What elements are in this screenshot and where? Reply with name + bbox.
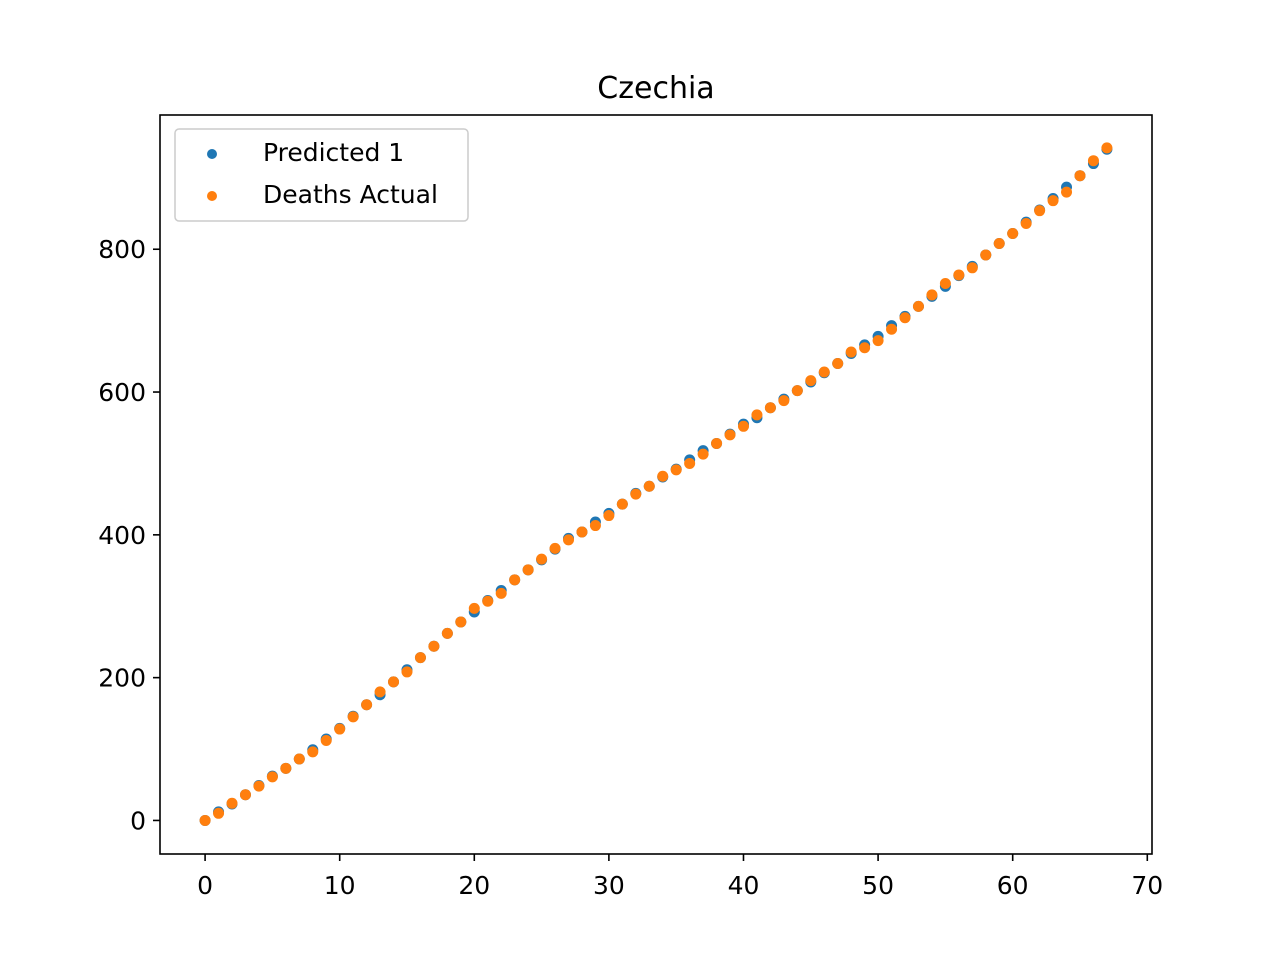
data-point <box>900 312 911 323</box>
data-point <box>980 249 991 260</box>
data-point <box>482 596 493 607</box>
data-point <box>280 763 291 774</box>
y-tick-label: 400 <box>98 521 146 550</box>
data-point <box>509 574 520 585</box>
x-tick-label: 60 <box>997 871 1029 900</box>
data-point <box>671 464 682 475</box>
data-point <box>294 754 305 765</box>
data-point <box>334 724 345 735</box>
data-point <box>698 449 709 460</box>
y-tick-label: 800 <box>98 235 146 264</box>
data-point <box>1074 170 1085 181</box>
x-tick-label: 10 <box>324 871 356 900</box>
data-point <box>832 358 843 369</box>
data-point <box>953 269 964 280</box>
data-point <box>496 588 507 599</box>
y-tick-label: 200 <box>98 664 146 693</box>
data-point <box>375 686 386 697</box>
data-point <box>240 789 251 800</box>
data-point <box>603 510 614 521</box>
data-point <box>307 746 318 757</box>
x-tick-label: 70 <box>1131 871 1163 900</box>
data-point <box>630 489 641 500</box>
data-point <box>711 438 722 449</box>
data-point <box>1101 142 1112 153</box>
data-point <box>388 676 399 687</box>
data-point <box>348 711 359 722</box>
data-point <box>1007 228 1018 239</box>
data-point <box>751 409 762 420</box>
legend-marker-actual <box>207 191 217 201</box>
data-point <box>994 238 1005 249</box>
chart-title: Czechia <box>597 71 714 106</box>
data-point <box>725 429 736 440</box>
data-point <box>455 616 466 627</box>
data-point <box>200 815 211 826</box>
data-point <box>1021 218 1032 229</box>
data-point <box>401 666 412 677</box>
data-point <box>253 781 264 792</box>
data-point <box>805 375 816 386</box>
data-point <box>657 471 668 482</box>
data-point <box>1088 155 1099 166</box>
x-tick-label: 0 <box>197 871 213 900</box>
data-point <box>227 798 238 809</box>
y-tick-label: 0 <box>130 806 146 835</box>
legend-label-predicted: Predicted 1 <box>263 138 404 167</box>
data-point <box>913 301 924 312</box>
legend-label-actual: Deaths Actual <box>263 180 438 209</box>
data-point <box>442 628 453 639</box>
data-point <box>778 395 789 406</box>
legend: Predicted 1 Deaths Actual <box>175 129 468 221</box>
data-point <box>428 641 439 652</box>
data-point <box>1048 195 1059 206</box>
data-point <box>563 534 574 545</box>
data-point <box>576 526 587 537</box>
data-point <box>859 342 870 353</box>
data-point <box>886 324 897 335</box>
data-point <box>846 347 857 358</box>
data-point <box>617 499 628 510</box>
x-tick-label: 50 <box>862 871 894 900</box>
data-point <box>213 808 224 819</box>
data-point <box>536 554 547 565</box>
data-point <box>684 458 695 469</box>
data-point <box>415 652 426 663</box>
data-point <box>792 385 803 396</box>
data-point <box>361 699 372 710</box>
data-point <box>738 421 749 432</box>
data-point <box>469 603 480 614</box>
data-point <box>819 367 830 378</box>
data-point <box>940 278 951 289</box>
data-point <box>967 262 978 273</box>
data-point <box>321 735 332 746</box>
data-point <box>926 289 937 300</box>
x-tick-label: 30 <box>593 871 625 900</box>
data-point <box>1061 187 1072 198</box>
data-point <box>644 481 655 492</box>
data-point <box>1034 205 1045 216</box>
x-tick-label: 20 <box>458 871 490 900</box>
data-point <box>550 543 561 554</box>
data-point <box>267 771 278 782</box>
data-point <box>873 335 884 346</box>
x-tick-label: 40 <box>728 871 760 900</box>
data-point <box>765 402 776 413</box>
legend-marker-predicted <box>207 149 217 159</box>
data-point <box>590 520 601 531</box>
data-point <box>523 564 534 575</box>
y-tick-label: 600 <box>98 378 146 407</box>
